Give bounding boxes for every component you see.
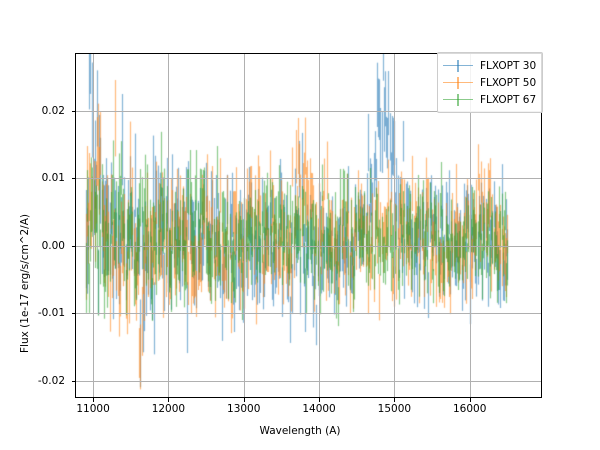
y-gridline bbox=[76, 313, 541, 315]
legend-item[interactable]: FLXOPT 50 bbox=[443, 74, 536, 91]
y-tick-mark bbox=[71, 110, 75, 112]
x-tick-mark bbox=[469, 398, 471, 402]
legend-item-label: FLXOPT 30 bbox=[480, 59, 537, 72]
y-gridline bbox=[76, 381, 541, 383]
legend-errorbar-icon bbox=[443, 93, 473, 107]
x-tick-label: 15000 bbox=[377, 403, 412, 415]
y-axis-label: Flux (1e-17 erg/s/cm^2/A) bbox=[19, 214, 31, 353]
x-gridline bbox=[469, 54, 471, 397]
y-gridline bbox=[76, 178, 541, 180]
y-tick-mark bbox=[71, 178, 75, 180]
x-tick-label: 16000 bbox=[452, 403, 487, 415]
legend-errorbar-icon bbox=[443, 59, 473, 73]
y-tick-mark bbox=[71, 381, 75, 383]
y-gridline bbox=[76, 245, 541, 247]
y-tick-label: 0.02 bbox=[41, 104, 65, 117]
x-axis-label: Wavelength (A) bbox=[259, 425, 341, 437]
y-tick-label: -0.01 bbox=[37, 307, 65, 320]
x-gridline bbox=[394, 54, 396, 397]
x-gridline bbox=[243, 54, 245, 397]
x-tick-label: 13000 bbox=[227, 403, 261, 415]
y-tick-label: -0.02 bbox=[37, 375, 65, 388]
x-gridline bbox=[168, 54, 170, 397]
legend: FLXOPT 30 FLXOPT 50 FLXOPT 67 bbox=[437, 52, 544, 113]
legend-item-label: FLXOPT 67 bbox=[480, 93, 537, 106]
x-tick-mark bbox=[168, 398, 170, 402]
x-gridline bbox=[319, 54, 321, 397]
y-tick-label: 0.00 bbox=[41, 239, 65, 252]
x-tick-mark bbox=[319, 398, 321, 402]
y-tick-mark bbox=[71, 245, 75, 247]
x-tick-mark bbox=[93, 398, 95, 402]
y-tick-mark bbox=[71, 313, 75, 315]
x-tick-label: 14000 bbox=[302, 403, 336, 415]
x-tick-label: 12000 bbox=[151, 403, 186, 415]
legend-item-label: FLXOPT 50 bbox=[480, 76, 537, 89]
legend-item[interactable]: FLXOPT 30 bbox=[443, 57, 536, 74]
x-tick-label: 11000 bbox=[76, 403, 110, 415]
x-gridline bbox=[93, 54, 95, 397]
y-gridline bbox=[76, 110, 541, 112]
y-tick-label: 0.01 bbox=[41, 172, 65, 185]
legend-item[interactable]: FLXOPT 67 bbox=[443, 91, 536, 108]
x-tick-mark bbox=[394, 398, 396, 402]
x-tick-mark bbox=[243, 398, 245, 402]
legend-errorbar-icon bbox=[443, 76, 473, 90]
